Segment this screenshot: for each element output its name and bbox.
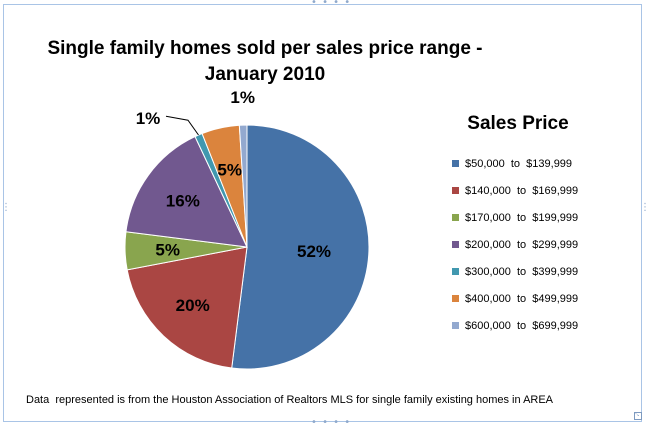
pie-slice	[231, 124, 370, 370]
footnote: Data represented is from the Houston Ass…	[26, 394, 554, 406]
slice-data-label: 20%	[176, 296, 210, 315]
legend-item: $400,000 to $499,999	[452, 285, 632, 312]
legend-label: $170,000 to $199,999	[465, 211, 579, 224]
legend-item: $50,000 to $139,999	[452, 150, 632, 177]
legend-swatch	[452, 160, 459, 167]
slice-data-label: 5%	[155, 241, 180, 260]
slice-data-label: 16%	[166, 191, 200, 210]
legend-swatch	[452, 295, 459, 302]
legend-item: $170,000 to $199,999	[452, 204, 632, 231]
legend-label: $50,000 to $139,999	[465, 157, 573, 170]
chart-title-line-2: January 2010	[204, 64, 326, 85]
legend-swatch	[452, 268, 459, 275]
legend: $50,000 to $139,999 $140,000 to $169,999 $…	[452, 150, 632, 339]
legend-swatch	[452, 322, 459, 329]
resize-corner-icon[interactable]: ⤡	[634, 412, 642, 420]
legend-item: $300,000 to $399,999	[452, 258, 632, 285]
slice-data-label: 52%	[297, 242, 331, 261]
pie-slice	[238, 124, 248, 248]
legend-label: $600,000 to $699,999	[465, 319, 579, 332]
legend-item: $140,000 to $169,999	[452, 177, 632, 204]
legend-item: $200,000 to $299,999	[452, 231, 632, 258]
pie-slice	[125, 135, 248, 248]
legend-swatch	[452, 187, 459, 194]
pie-slice	[126, 246, 248, 369]
bottom-resize-handle[interactable]: • • • •	[311, 417, 352, 428]
top-resize-handle[interactable]: • • • •	[311, 0, 352, 8]
legend-label: $300,000 to $399,999	[465, 265, 579, 278]
legend-label: $200,000 to $299,999	[465, 238, 579, 251]
chart-title: Single family homes sold per sales price…	[30, 36, 500, 88]
slice-data-label: 5%	[217, 161, 242, 180]
chart-title-line-1: Single family homes sold per sales price…	[47, 38, 483, 59]
slice-data-label: 1%	[136, 109, 161, 128]
legend-swatch	[452, 241, 459, 248]
legend-label: $140,000 to $169,999	[465, 184, 579, 197]
legend-item: $600,000 to $699,999	[452, 312, 632, 339]
leader-line	[165, 115, 199, 136]
legend-title: Sales Price	[467, 113, 569, 134]
legend-swatch	[452, 214, 459, 221]
slice-data-label: 1%	[230, 88, 255, 107]
legend-label: $400,000 to $499,999	[465, 292, 579, 305]
